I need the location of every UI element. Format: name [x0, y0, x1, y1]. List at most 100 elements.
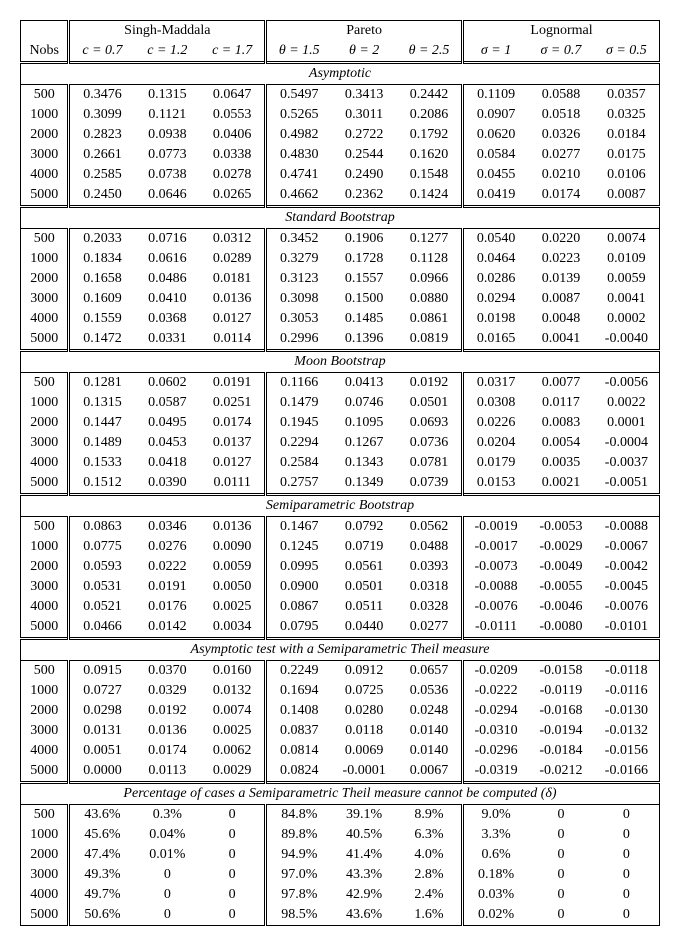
value-cell: 0.0114 — [200, 329, 266, 351]
nobs-cell: 500 — [21, 373, 69, 394]
nobs-cell: 3000 — [21, 577, 69, 597]
value-cell: -0.0017 — [463, 537, 529, 557]
value-cell: 0.0127 — [200, 453, 266, 473]
value-cell: -0.0166 — [594, 761, 660, 783]
value-cell: 0.0329 — [135, 681, 201, 701]
value-cell: -0.0319 — [463, 761, 529, 783]
nobs-cell: 1000 — [21, 681, 69, 701]
value-cell: 0.0276 — [135, 537, 201, 557]
value-cell: 0.0175 — [594, 145, 660, 165]
value-cell: 0.0136 — [200, 517, 266, 538]
value-cell: 0.0062 — [200, 741, 266, 761]
value-cell: 0 — [200, 865, 266, 885]
value-cell: 0.0736 — [397, 433, 463, 453]
value-cell: 0.0781 — [397, 453, 463, 473]
value-cell: 0.0278 — [200, 165, 266, 185]
value-cell: 0.0501 — [331, 577, 397, 597]
value-cell: 0.1245 — [266, 537, 332, 557]
value-cell: 0.0773 — [135, 145, 201, 165]
nobs-cell: 5000 — [21, 761, 69, 783]
value-cell: 0.0136 — [135, 721, 201, 741]
value-cell: -0.0053 — [528, 517, 594, 538]
value-cell: 0 — [135, 905, 201, 926]
section-title: Semiparametric Bootstrap — [21, 495, 660, 517]
value-cell: 0 — [200, 845, 266, 865]
value-cell: 0.1906 — [331, 229, 397, 250]
value-cell: 49.7% — [69, 885, 135, 905]
value-cell: -0.0049 — [528, 557, 594, 577]
value-cell: 0.2823 — [69, 125, 135, 145]
value-cell: 0.0727 — [69, 681, 135, 701]
value-cell: 0.0338 — [200, 145, 266, 165]
value-cell: -0.0184 — [528, 741, 594, 761]
results-table: Singh-MaddalaParetoLognormalNobsc = 0.7c… — [20, 20, 660, 926]
value-cell: 0.0198 — [463, 309, 529, 329]
nobs-cell: 2000 — [21, 269, 69, 289]
value-cell: 0.0117 — [528, 393, 594, 413]
value-cell: 43.6% — [69, 805, 135, 826]
value-cell: 0.1281 — [69, 373, 135, 394]
value-cell: 0.0204 — [463, 433, 529, 453]
param-header: c = 1.7 — [200, 41, 266, 63]
value-cell: 0.3476 — [69, 85, 135, 106]
value-cell: 0.0184 — [594, 125, 660, 145]
value-cell: 0.1512 — [69, 473, 135, 495]
value-cell: 0.0220 — [528, 229, 594, 250]
value-cell: 0.0087 — [528, 289, 594, 309]
value-cell: 0.0137 — [200, 433, 266, 453]
value-cell: -0.0076 — [594, 597, 660, 617]
nobs-cell: 2000 — [21, 413, 69, 433]
value-cell: 0.0738 — [135, 165, 201, 185]
value-cell: 0.0453 — [135, 433, 201, 453]
value-cell: 0 — [135, 885, 201, 905]
nobs-cell: 4000 — [21, 165, 69, 185]
value-cell: -0.0168 — [528, 701, 594, 721]
dist-header: Singh-Maddala — [69, 21, 266, 42]
value-cell: 0.4741 — [266, 165, 332, 185]
value-cell: 0.0021 — [528, 473, 594, 495]
value-cell: 49.3% — [69, 865, 135, 885]
value-cell: 0 — [594, 905, 660, 926]
value-cell: 0.4982 — [266, 125, 332, 145]
value-cell: -0.0088 — [463, 577, 529, 597]
value-cell: 0 — [594, 805, 660, 826]
value-cell: 0 — [528, 825, 594, 845]
value-cell: 0.0139 — [528, 269, 594, 289]
value-cell: 0.0048 — [528, 309, 594, 329]
value-cell: 0.1396 — [331, 329, 397, 351]
value-cell: 0.0118 — [331, 721, 397, 741]
value-cell: 0.0131 — [69, 721, 135, 741]
value-cell: 0.0179 — [463, 453, 529, 473]
dist-header: Lognormal — [463, 21, 660, 42]
value-cell: 0.2585 — [69, 165, 135, 185]
value-cell: 43.6% — [331, 905, 397, 926]
value-cell: 0.1267 — [331, 433, 397, 453]
nobs-cell: 5000 — [21, 329, 69, 351]
value-cell: 0.0406 — [200, 125, 266, 145]
value-cell: -0.0037 — [594, 453, 660, 473]
value-cell: -0.0073 — [463, 557, 529, 577]
value-cell: -0.0310 — [463, 721, 529, 741]
value-cell: 0 — [200, 825, 266, 845]
value-cell: 0 — [200, 905, 266, 926]
value-cell: 0.0440 — [331, 617, 397, 639]
nobs-cell: 5000 — [21, 185, 69, 207]
value-cell: 0 — [528, 865, 594, 885]
value-cell: 0.0142 — [135, 617, 201, 639]
value-cell: 0.1166 — [266, 373, 332, 394]
value-cell: 98.5% — [266, 905, 332, 926]
value-cell: 0.1548 — [397, 165, 463, 185]
value-cell: 0.0192 — [397, 373, 463, 394]
param-header: σ = 0.5 — [594, 41, 660, 63]
value-cell: 0.0210 — [528, 165, 594, 185]
value-cell: 0.0584 — [463, 145, 529, 165]
nobs-cell: 4000 — [21, 309, 69, 329]
value-cell: 0.2757 — [266, 473, 332, 495]
value-cell: 0.0795 — [266, 617, 332, 639]
value-cell: 0.0880 — [397, 289, 463, 309]
value-cell: 0.2294 — [266, 433, 332, 453]
value-cell: 0.02% — [463, 905, 529, 926]
value-cell: 0.1485 — [331, 309, 397, 329]
value-cell: 89.8% — [266, 825, 332, 845]
value-cell: 0 — [528, 905, 594, 926]
